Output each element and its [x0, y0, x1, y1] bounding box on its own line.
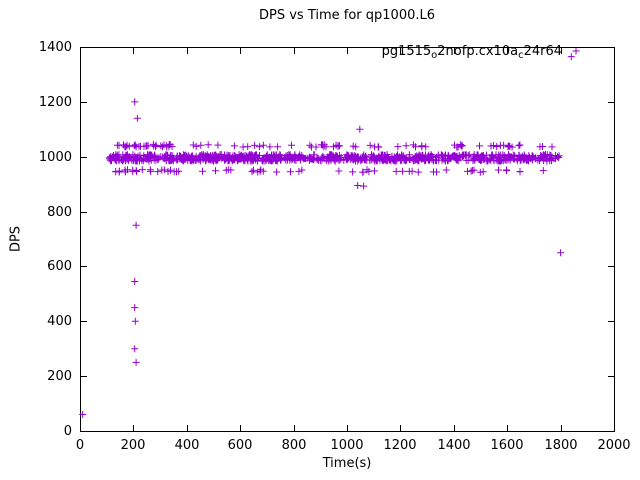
plot-border-and-ticks: 0 200 400 600 800 1000 1200 1400 1600 1800 2000 0 20…	[39, 40, 631, 453]
scatter-points	[79, 53, 575, 418]
svg-text:800: 800	[47, 205, 72, 220]
legend-marker-icon	[572, 47, 580, 55]
legend-label: pg1515o2nofp.cx10ac24r64	[381, 44, 562, 61]
svg-text:2000: 2000	[597, 438, 630, 453]
svg-text:200: 200	[47, 369, 72, 384]
svg-text:1600: 1600	[490, 438, 523, 453]
svg-text:600: 600	[228, 438, 253, 453]
svg-text:800: 800	[282, 438, 307, 453]
x-axis-label: Time(s)	[322, 456, 372, 471]
chart-title: DPS vs Time for qp1000.L6	[258, 8, 436, 23]
y-axis-label: DPS	[8, 225, 24, 253]
svg-text:1400: 1400	[437, 438, 470, 453]
svg-text:1400: 1400	[39, 40, 72, 55]
svg-text:400: 400	[175, 438, 200, 453]
svg-text:0: 0	[76, 438, 84, 453]
svg-text:600: 600	[47, 259, 72, 274]
svg-text:1800: 1800	[544, 438, 577, 453]
svg-text:1200: 1200	[383, 438, 416, 453]
svg-text:1000: 1000	[39, 150, 72, 165]
svg-text:1200: 1200	[39, 95, 72, 110]
svg-text:0: 0	[64, 424, 72, 439]
svg-text:200: 200	[121, 438, 146, 453]
svg-text:400: 400	[47, 314, 72, 329]
svg-text:1000: 1000	[330, 438, 363, 453]
